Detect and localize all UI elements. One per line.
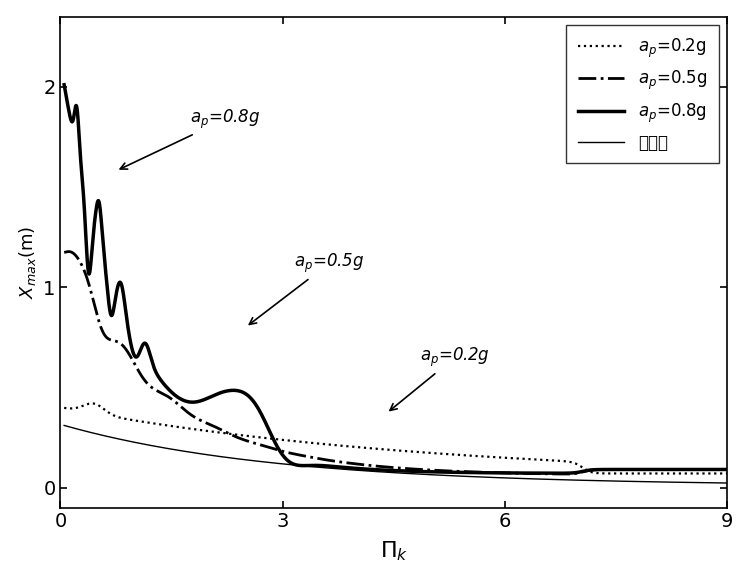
- Legend: $a_p$=0.2g, $a_p$=0.5g, $a_p$=0.8g, 无碰撞: $a_p$=0.2g, $a_p$=0.5g, $a_p$=0.8g, 无碰撞: [566, 25, 718, 164]
- Text: $a_p$=0.8g: $a_p$=0.8g: [120, 108, 260, 169]
- Y-axis label: $X_{max}$(m): $X_{max}$(m): [16, 226, 38, 299]
- Text: $a_p$=0.5g: $a_p$=0.5g: [249, 252, 364, 324]
- Text: $a_p$=0.2g: $a_p$=0.2g: [390, 346, 490, 411]
- X-axis label: $\Pi_k$: $\Pi_k$: [380, 540, 408, 563]
